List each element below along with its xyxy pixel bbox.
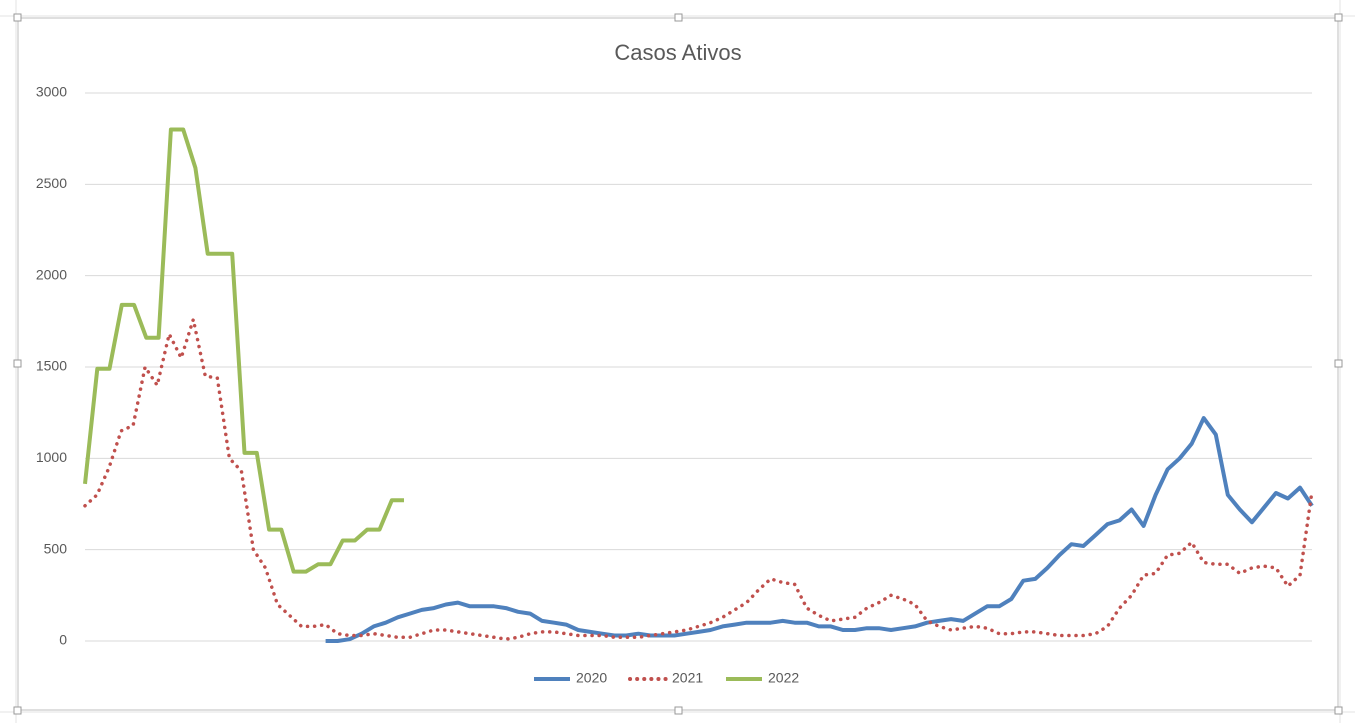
handles bbox=[13, 13, 1343, 715]
chart-title: Casos Ativos bbox=[614, 40, 741, 65]
line-series bbox=[83, 317, 1314, 641]
line-series bbox=[325, 416, 1314, 643]
line-series bbox=[83, 127, 404, 574]
y-tick-label: 2000 bbox=[36, 266, 67, 282]
chart-area bbox=[17, 17, 1339, 711]
legend-label: 2022 bbox=[768, 670, 799, 686]
y-tick-label: 3000 bbox=[36, 84, 67, 100]
legend-label: 2021 bbox=[672, 670, 703, 686]
y-tick-label: 1000 bbox=[36, 449, 67, 465]
y-tick-label: 500 bbox=[44, 540, 68, 556]
legend-label: 2020 bbox=[576, 670, 607, 686]
y-tick-label: 2500 bbox=[36, 175, 67, 191]
y-tick-label: 0 bbox=[59, 632, 67, 648]
y-tick-label: 1500 bbox=[36, 358, 67, 374]
